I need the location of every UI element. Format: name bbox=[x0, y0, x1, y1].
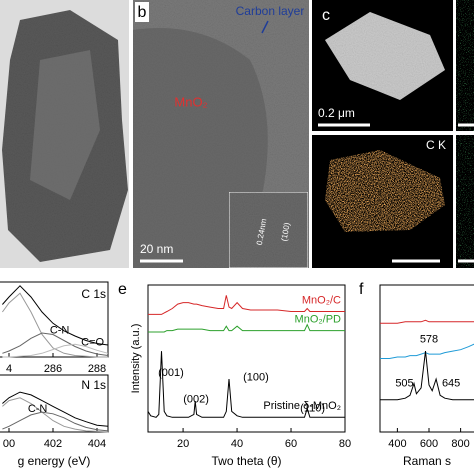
x-tick-label: 4 bbox=[6, 363, 12, 375]
charts: 4 286 288 C-N C=O C 1s 00 402 404 C-N N 1s g energy… bbox=[0, 281, 474, 468]
panel-label: b bbox=[138, 4, 147, 21]
plot-frame bbox=[379, 284, 474, 433]
annotation: (002) bbox=[183, 394, 209, 406]
y-axis-label: Intensity (a.u.) bbox=[130, 324, 142, 394]
annotation: C-N bbox=[28, 403, 48, 415]
element-label: C K bbox=[426, 138, 446, 152]
x-tick-label: 402 bbox=[44, 438, 62, 450]
hrtem-image-b: b Carbon layer MnO₂ 0.24nm (100) 20 nm bbox=[133, 0, 309, 269]
panel-label: c bbox=[322, 7, 330, 24]
eds-maps-c: c 0.2 μm C K bbox=[312, 0, 474, 268]
data-line bbox=[380, 319, 474, 324]
data-line bbox=[2, 332, 109, 356]
panel-label-box bbox=[135, 2, 149, 22]
panel-label: e bbox=[118, 281, 127, 298]
annotation: 505 bbox=[395, 377, 413, 389]
x-axis-label: g energy (eV) bbox=[18, 454, 91, 468]
legend-label: Pristine δ-MnO₂ bbox=[263, 400, 341, 412]
inset-label: (100) bbox=[280, 222, 292, 242]
annotation: (110) bbox=[300, 402, 325, 414]
x-axis-label: Raman s bbox=[403, 454, 451, 468]
annotation: C-N bbox=[50, 325, 70, 337]
x-tick-label: 80 bbox=[339, 438, 351, 450]
x-tick-label: 40 bbox=[231, 438, 243, 450]
inset bbox=[228, 191, 309, 269]
data-line bbox=[2, 285, 109, 346]
annotation: Carbon layer bbox=[236, 4, 305, 18]
annotation: C=O bbox=[81, 337, 104, 349]
annotation: (001) bbox=[158, 367, 184, 379]
plot-title: C 1s bbox=[81, 287, 106, 301]
x-tick-label: 00 bbox=[3, 438, 15, 450]
plot-frame bbox=[147, 284, 346, 433]
arrow bbox=[261, 20, 269, 34]
scale-label: 20 nm bbox=[140, 242, 173, 256]
data-line bbox=[148, 323, 345, 333]
annotation: (100) bbox=[243, 372, 269, 384]
plot-title: N 1s bbox=[81, 378, 106, 392]
x-tick-label: 20 bbox=[177, 438, 189, 450]
x-tick-label: 288 bbox=[88, 363, 106, 375]
annotation: MnO₂ bbox=[174, 94, 207, 109]
legend-label: MnO₂/C bbox=[302, 294, 341, 306]
annotation: 578 bbox=[420, 333, 438, 345]
data-line bbox=[380, 343, 474, 359]
x-tick-label: 60 bbox=[285, 438, 297, 450]
data-line bbox=[1, 292, 108, 358]
legend-label: MnO₂/PD bbox=[295, 313, 342, 325]
data-line bbox=[2, 391, 109, 427]
data-line bbox=[2, 343, 109, 358]
data-line bbox=[148, 295, 345, 315]
scale-label: 0.2 μm bbox=[318, 106, 355, 120]
x-tick-label: 286 bbox=[44, 363, 62, 375]
x-tick-label: 400 bbox=[388, 438, 406, 450]
annotation: 645 bbox=[442, 377, 460, 389]
data-line bbox=[147, 351, 345, 418]
x-tick-label: 600 bbox=[420, 438, 438, 450]
x-tick-label: 800 bbox=[451, 438, 469, 450]
x-axis-label: Two theta (θ) bbox=[211, 454, 281, 468]
panel-label: f bbox=[359, 281, 364, 298]
tem-image-a bbox=[0, 0, 129, 268]
data-line bbox=[2, 411, 109, 432]
data-line bbox=[2, 397, 109, 433]
data-line bbox=[380, 351, 474, 401]
x-tick-label: 404 bbox=[88, 438, 106, 450]
